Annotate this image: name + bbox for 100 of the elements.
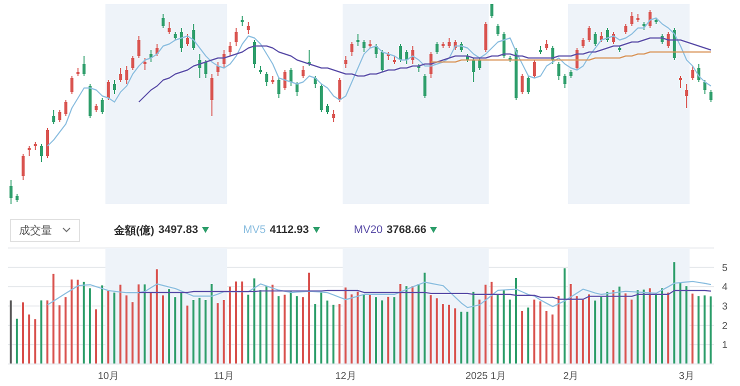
bar bbox=[332, 304, 334, 364]
candlestick bbox=[594, 32, 597, 46]
bar bbox=[58, 305, 61, 364]
candlestick bbox=[362, 40, 366, 52]
candlestick bbox=[448, 38, 451, 48]
bar bbox=[564, 268, 566, 364]
bar bbox=[64, 297, 67, 364]
bar bbox=[216, 303, 219, 364]
bar bbox=[636, 290, 639, 364]
bar bbox=[76, 280, 79, 364]
bar bbox=[570, 284, 572, 364]
text: MV20 bbox=[354, 224, 383, 236]
candlestick bbox=[703, 80, 706, 94]
candlestick bbox=[326, 104, 330, 114]
y-tick-label: 1 bbox=[722, 340, 728, 352]
bar bbox=[624, 293, 627, 364]
bar bbox=[362, 294, 365, 364]
bar bbox=[168, 289, 170, 364]
bar bbox=[381, 300, 384, 364]
candlestick bbox=[106, 80, 110, 100]
bar bbox=[642, 290, 645, 364]
bar bbox=[320, 292, 322, 364]
text: 3497.83 bbox=[158, 224, 198, 236]
bar bbox=[174, 297, 176, 364]
bar bbox=[247, 294, 250, 364]
bar bbox=[198, 298, 200, 364]
bar bbox=[582, 300, 584, 364]
bar bbox=[368, 294, 371, 364]
candlestick bbox=[436, 42, 439, 54]
candlestick bbox=[70, 76, 74, 94]
bar bbox=[618, 286, 620, 364]
bar bbox=[412, 286, 414, 364]
candlestick bbox=[296, 82, 299, 96]
bar bbox=[265, 286, 268, 364]
bar bbox=[107, 290, 110, 364]
bar bbox=[296, 296, 298, 364]
bar bbox=[648, 288, 651, 364]
bar bbox=[630, 300, 633, 364]
bar bbox=[508, 300, 511, 364]
bar bbox=[101, 285, 104, 364]
bar bbox=[204, 300, 207, 364]
candlestick bbox=[119, 68, 122, 82]
x-tick-label: 11月 bbox=[214, 371, 234, 382]
candlestick bbox=[252, 40, 256, 68]
bar bbox=[478, 300, 480, 364]
bar bbox=[132, 302, 134, 364]
candlestick bbox=[228, 42, 232, 56]
bar bbox=[704, 295, 706, 364]
bar bbox=[576, 296, 578, 364]
candlestick bbox=[423, 74, 426, 98]
bar bbox=[228, 286, 231, 364]
candlestick bbox=[100, 98, 104, 114]
candlestick bbox=[582, 38, 585, 48]
y-tick-label: 3 bbox=[722, 302, 728, 313]
candlestick bbox=[526, 76, 530, 94]
bar bbox=[241, 281, 244, 364]
bar bbox=[88, 288, 91, 364]
bar bbox=[302, 297, 304, 364]
x-tick-label: 10月 bbox=[98, 371, 119, 382]
candlestick bbox=[545, 40, 548, 50]
bar bbox=[350, 294, 353, 364]
candlestick bbox=[399, 44, 402, 62]
bar bbox=[448, 304, 450, 364]
bar bbox=[210, 284, 213, 364]
candlestick bbox=[216, 62, 220, 76]
line-series bbox=[46, 280, 712, 308]
bar bbox=[156, 269, 158, 364]
bar bbox=[253, 278, 256, 364]
bar bbox=[259, 290, 262, 364]
bar bbox=[558, 296, 560, 364]
bar bbox=[698, 296, 700, 364]
bar bbox=[545, 311, 548, 364]
bar bbox=[344, 287, 347, 364]
candlestick bbox=[192, 24, 196, 50]
candlestick bbox=[588, 26, 591, 42]
candlestick bbox=[234, 28, 238, 46]
candlestick bbox=[344, 56, 348, 68]
bar bbox=[356, 292, 359, 364]
bar bbox=[144, 284, 146, 364]
y-tick-label: 2 bbox=[722, 320, 728, 332]
candlestick bbox=[289, 68, 292, 86]
bar bbox=[186, 306, 188, 364]
bar bbox=[284, 294, 286, 364]
bar bbox=[10, 300, 12, 364]
x-tick-label: 2025 1月 bbox=[465, 371, 506, 382]
candlestick bbox=[265, 72, 268, 86]
bar bbox=[16, 318, 18, 364]
bar bbox=[490, 282, 493, 364]
candlestick bbox=[64, 100, 68, 116]
bar bbox=[418, 284, 420, 364]
text: 4112.93 bbox=[270, 224, 309, 236]
candlestick bbox=[58, 110, 62, 122]
candlestick bbox=[168, 22, 171, 34]
candlestick bbox=[240, 16, 244, 26]
bar bbox=[484, 284, 487, 364]
candlestick bbox=[557, 62, 560, 80]
candlestick bbox=[283, 70, 286, 90]
bar bbox=[125, 295, 128, 364]
bar bbox=[667, 292, 670, 364]
bar bbox=[466, 312, 468, 364]
